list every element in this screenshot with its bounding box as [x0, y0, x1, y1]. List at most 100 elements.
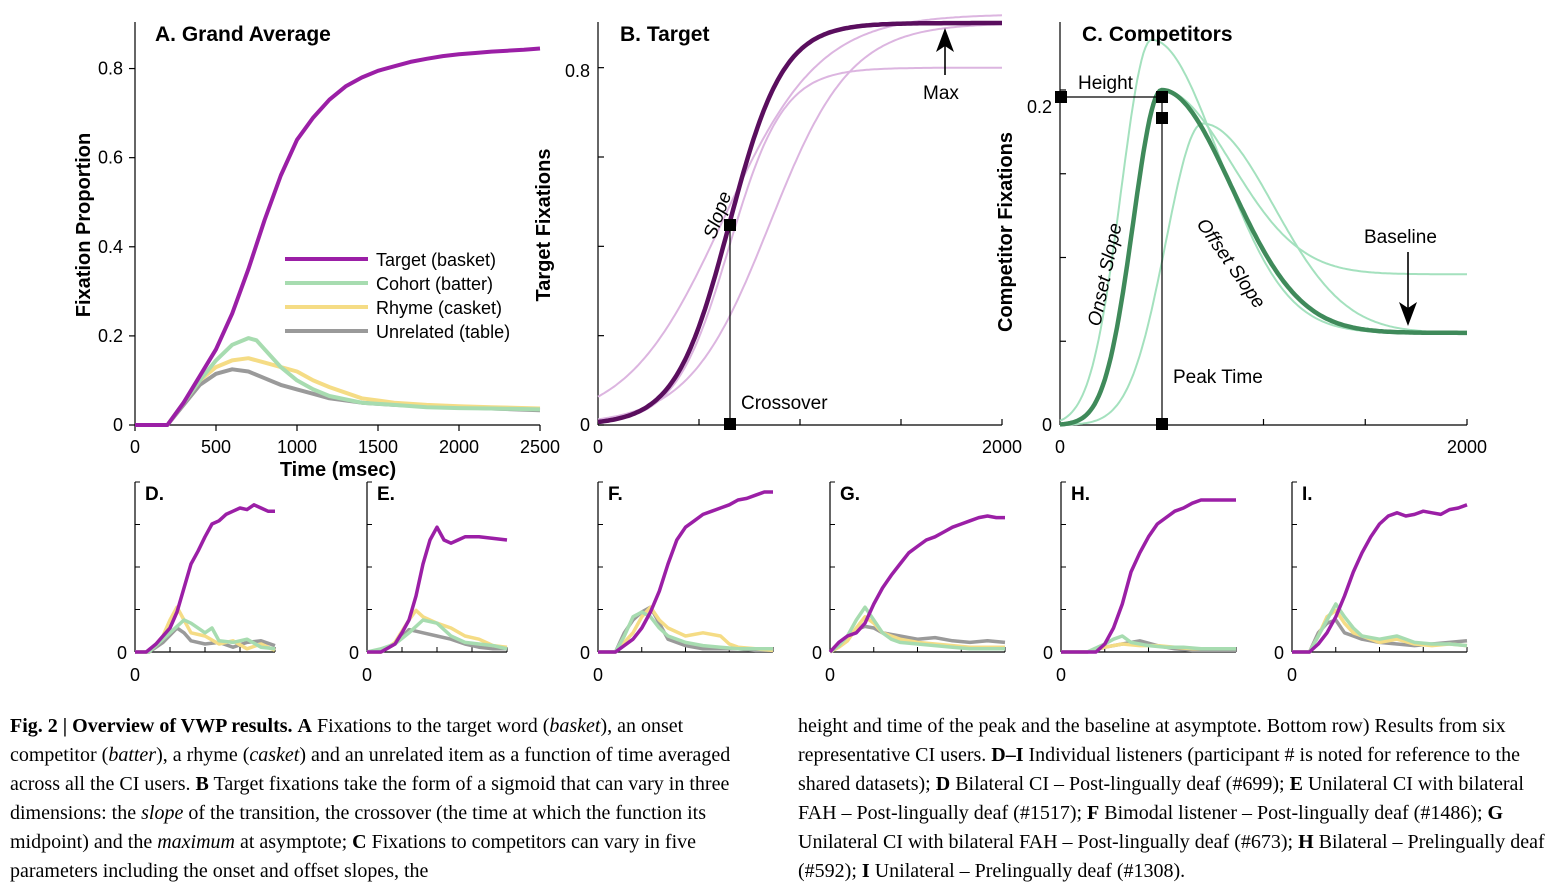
caption-text: height and time of the peak and the base…: [798, 715, 1506, 766]
caption-italic: basket: [549, 715, 601, 737]
y-tick-label: 0.8: [98, 59, 123, 79]
y-tick-label: 0: [117, 643, 127, 663]
panel-b-ytick-0: 0: [580, 415, 590, 435]
caption-italic: slope: [141, 802, 184, 824]
target-curve-main: [597, 20, 1002, 425]
panel-b-curves: [597, 14, 1003, 425]
individual-panels: D.00E.00F.00G.00H.00I.00: [117, 481, 1468, 685]
panel-c-curves: [1059, 38, 1468, 427]
panel-a-x-ticks: 0 500 1000 1500 2000 2500: [130, 425, 560, 457]
caption-text: Fixations to competitors can vary in fiv…: [10, 831, 696, 882]
caption-text: Fixations to the target word (: [311, 715, 550, 737]
y-tick-label: 0: [1043, 643, 1053, 663]
max-arrow-icon: [936, 28, 954, 75]
x-tick-label: 2000: [439, 437, 479, 457]
series-line: [367, 525, 508, 654]
caption-bold: A: [297, 715, 312, 737]
panel-c-ytick-02: 0.2: [1027, 97, 1052, 117]
caption-text: at asymptote;: [234, 831, 353, 853]
panel-title: D.: [145, 484, 164, 505]
baseline-label: Baseline: [1364, 227, 1437, 248]
y-tick-label: 0: [1274, 643, 1284, 663]
caption-bold: D–I: [991, 744, 1024, 766]
caption-text: Bimodal listener – Post-lingually deaf (…: [1099, 802, 1488, 824]
panel-title: I.: [1302, 484, 1313, 505]
panel-b-ytick-08: 0.8: [565, 61, 590, 81]
target-curve-alt: [597, 14, 1003, 398]
slope-marker: [724, 219, 736, 231]
height-label: Height: [1078, 73, 1134, 94]
panel-b-ticks: [598, 67, 1003, 426]
peak-marker: [1156, 112, 1168, 124]
legend-label-cohort: Cohort (batter): [376, 274, 493, 294]
series-line: [135, 503, 275, 654]
caption-text: ), an onset competitor (: [10, 715, 684, 766]
caption-italic: batter: [108, 744, 157, 766]
panel-c-xtick-0: 0: [1055, 437, 1065, 457]
figure-label: Fig. 2 | Overview of VWP results.: [10, 715, 293, 737]
panel-g: G. 00: [812, 481, 1006, 685]
panel-c-ticks: [1060, 89, 1468, 426]
caption-text: ), a rhyme (: [156, 744, 250, 766]
panel-b-xtick-0: 0: [593, 437, 603, 457]
caption-text: Unilateral CI with bilateral FAH – Post-…: [798, 831, 1299, 853]
legend-label-target: Target (basket): [376, 250, 496, 270]
height-marker-right: [1156, 91, 1168, 103]
caption-left: Fig. 2 | Overview of VWP results. A Fixa…: [10, 712, 772, 886]
x-tick-label: 0: [362, 665, 372, 685]
y-tick-label: 0: [580, 643, 590, 663]
figure: 0 0.2 0.4 0.6 0.8 0 500 1000 1500 2000 2500 A. Gr…: [73, 14, 1487, 685]
series-line: [828, 514, 1005, 654]
panel-title: E.: [377, 484, 395, 505]
panel-b-xtick-2000: 2000: [982, 437, 1022, 457]
x-tick-label: 0: [130, 437, 140, 457]
caption-text: Unilateral – Prelingually deaf (#1308).: [869, 860, 1186, 882]
caption-right: height and time of the peak and the base…: [798, 712, 1558, 886]
caption-italic: maximum: [157, 831, 235, 853]
caption-bold: I: [861, 860, 870, 882]
panel-b-ylabel: Target Fixations: [533, 149, 555, 302]
x-tick-label: 2500: [520, 437, 560, 457]
caption-bold: G: [1487, 802, 1504, 824]
panel-a-series: [135, 46, 541, 427]
max-label: Max: [923, 83, 959, 104]
crossover-marker: [724, 418, 736, 430]
panel-a-xlabel: Time (msec): [280, 459, 396, 481]
competitor-curve-alt: [1060, 122, 1468, 426]
series-line: [1292, 503, 1468, 654]
panel-title: F.: [608, 484, 623, 505]
panel-a: 0 0.2 0.4 0.6 0.8 0 500 1000 1500 2000 2500 A. Gr…: [73, 22, 560, 481]
x-tick-label: 1500: [358, 437, 398, 457]
panel-h: H. 00: [1043, 481, 1237, 685]
caption-left-body: A Fixations to the target word (basket),…: [10, 715, 730, 882]
panel-title: G.: [840, 484, 860, 505]
caption-bold: B: [195, 773, 209, 795]
panel-f: F. 00: [580, 481, 774, 685]
y-tick-label: 0.2: [98, 326, 123, 346]
caption-text: Target fixations take the form of a sigm…: [10, 773, 730, 824]
panel-d: D. 00: [117, 481, 276, 685]
panel-title: H.: [1071, 484, 1090, 505]
series-line: [828, 605, 1005, 654]
offset-slope-label: Offset Slope: [1192, 215, 1269, 313]
x-tick-label: 1000: [277, 437, 317, 457]
target-curve-alt: [597, 23, 1002, 421]
y-tick-label: 0: [113, 415, 123, 435]
caption-bold: H: [1298, 831, 1314, 853]
caption-right-body: height and time of the peak and the base…: [798, 712, 1558, 886]
competitor-curve-alt: [1059, 88, 1467, 426]
legend-label-rhyme: Rhyme (casket): [376, 298, 502, 318]
series-line: [135, 336, 541, 427]
panel-b: B. Target Target Fixations 0 0.8 0 2000 …: [533, 14, 1022, 457]
panel-c: C. Competitors Competitor Fixations 0 0.…: [995, 22, 1487, 457]
panel-a-y-ticks: 0 0.2 0.4 0.6 0.8: [98, 59, 135, 435]
caption-text: Individual listeners (participant # is n…: [798, 744, 1520, 795]
target-curve-alt: [597, 66, 1002, 424]
caption-bold: E: [1289, 773, 1303, 795]
height-marker-left: [1055, 91, 1067, 103]
caption-text: ) and an unrelated item as a function of…: [10, 744, 731, 795]
x-tick-label: 0: [130, 665, 140, 685]
x-tick-label: 0: [1056, 665, 1066, 685]
caption-bold: F: [1087, 802, 1100, 824]
panel-a-title: A. Grand Average: [155, 23, 331, 46]
